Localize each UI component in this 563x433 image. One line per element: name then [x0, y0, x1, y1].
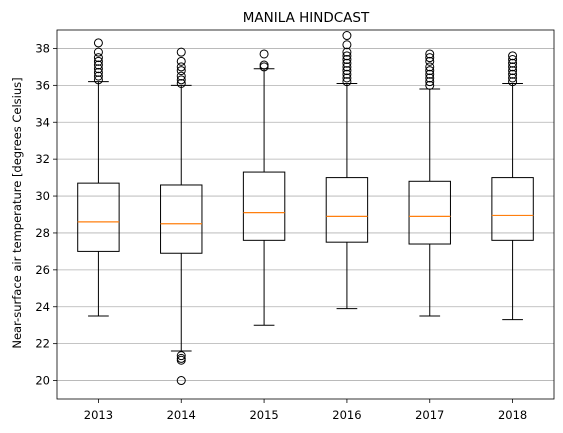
x-tick-label: 2015	[249, 408, 278, 422]
box-group-2017	[408, 49, 451, 317]
outlier-point	[342, 51, 352, 61]
outlier-point	[93, 75, 103, 85]
outlier-point	[342, 69, 352, 79]
outlier-point	[342, 40, 352, 50]
outlier-point	[342, 62, 352, 72]
grid-lines	[57, 48, 554, 381]
outlier-point	[176, 75, 186, 85]
outlier-point	[508, 55, 518, 65]
axes: 20 22 24 26 28 30 32 34 36 38 2013 2014 2015 2016 2017…	[35, 29, 555, 422]
outlier-point	[425, 56, 435, 66]
outlier-point	[508, 66, 518, 76]
outlier-point	[342, 31, 352, 41]
outlier-point	[176, 71, 186, 81]
box-iqr	[491, 177, 534, 241]
box-iqr	[160, 184, 203, 254]
outlier-point	[93, 53, 103, 63]
axes-frame	[56, 29, 555, 400]
x-tick-label: 2014	[167, 408, 196, 422]
outlier-point	[176, 376, 186, 386]
y-tick-label: 38	[35, 41, 50, 55]
outlier-point	[342, 73, 352, 83]
outlier-point	[176, 66, 186, 76]
box-group-2015	[242, 49, 286, 326]
outlier-point	[342, 58, 352, 68]
outlier-point	[342, 55, 352, 65]
y-tick-label: 32	[35, 152, 50, 166]
y-tick-label: 20	[35, 374, 50, 388]
outlier-point	[342, 66, 352, 76]
outlier-point	[176, 355, 186, 365]
outlier-point	[93, 64, 103, 74]
outlier-point	[259, 60, 269, 70]
y-axis-label: Near-surface air temperature [degrees Ce…	[10, 77, 24, 348]
outlier-point	[425, 49, 435, 59]
y-tick-label: 26	[35, 263, 50, 277]
box-iqr	[77, 182, 120, 252]
outlier-point	[425, 80, 435, 90]
box-iqr	[408, 180, 451, 245]
outlier-point	[342, 77, 352, 87]
outlier-point	[93, 60, 103, 70]
outlier-point	[508, 51, 518, 61]
box-group-2016	[325, 31, 369, 310]
y-tick-label: 22	[35, 337, 50, 351]
outlier-point	[425, 77, 435, 87]
outlier-point	[176, 62, 186, 72]
box-iqr	[325, 177, 369, 243]
outlier-point	[508, 73, 518, 83]
x-tick-label: 2017	[415, 408, 444, 422]
outlier-point	[425, 62, 435, 72]
outlier-point	[425, 73, 435, 83]
y-tick-label: 24	[35, 300, 50, 314]
outlier-point	[508, 62, 518, 72]
outlier-point	[176, 351, 186, 361]
x-tick-label: 2018	[498, 408, 527, 422]
plot-area	[77, 31, 534, 386]
outlier-point	[259, 49, 269, 59]
box-group-2018	[491, 51, 534, 321]
y-tick-label: 30	[35, 189, 50, 203]
x-tick-label: 2016	[332, 408, 361, 422]
x-tick-label: 2013	[84, 408, 113, 422]
chart-title: MANILA HINDCAST	[243, 10, 370, 26]
outlier-point	[342, 47, 352, 57]
outlier-point	[93, 38, 103, 48]
outlier-point	[425, 69, 435, 79]
outlier-point	[93, 56, 103, 66]
y-tick-label: 36	[35, 78, 50, 92]
outlier-point	[425, 66, 435, 76]
y-tick-label: 34	[35, 115, 50, 129]
outlier-point	[176, 47, 186, 57]
box-group-2014	[160, 47, 203, 386]
outlier-point	[508, 69, 518, 79]
outlier-point	[93, 71, 103, 81]
y-tick-label: 28	[35, 226, 50, 240]
box-group-2013	[77, 38, 120, 317]
outlier-point	[176, 353, 186, 363]
outlier-point	[176, 79, 186, 89]
outlier-point	[93, 47, 103, 57]
outlier-point	[508, 58, 518, 68]
outlier-point	[508, 77, 518, 87]
outlier-point	[425, 53, 435, 63]
outlier-point	[176, 56, 186, 66]
outlier-point	[93, 67, 103, 77]
box-iqr	[242, 171, 286, 241]
